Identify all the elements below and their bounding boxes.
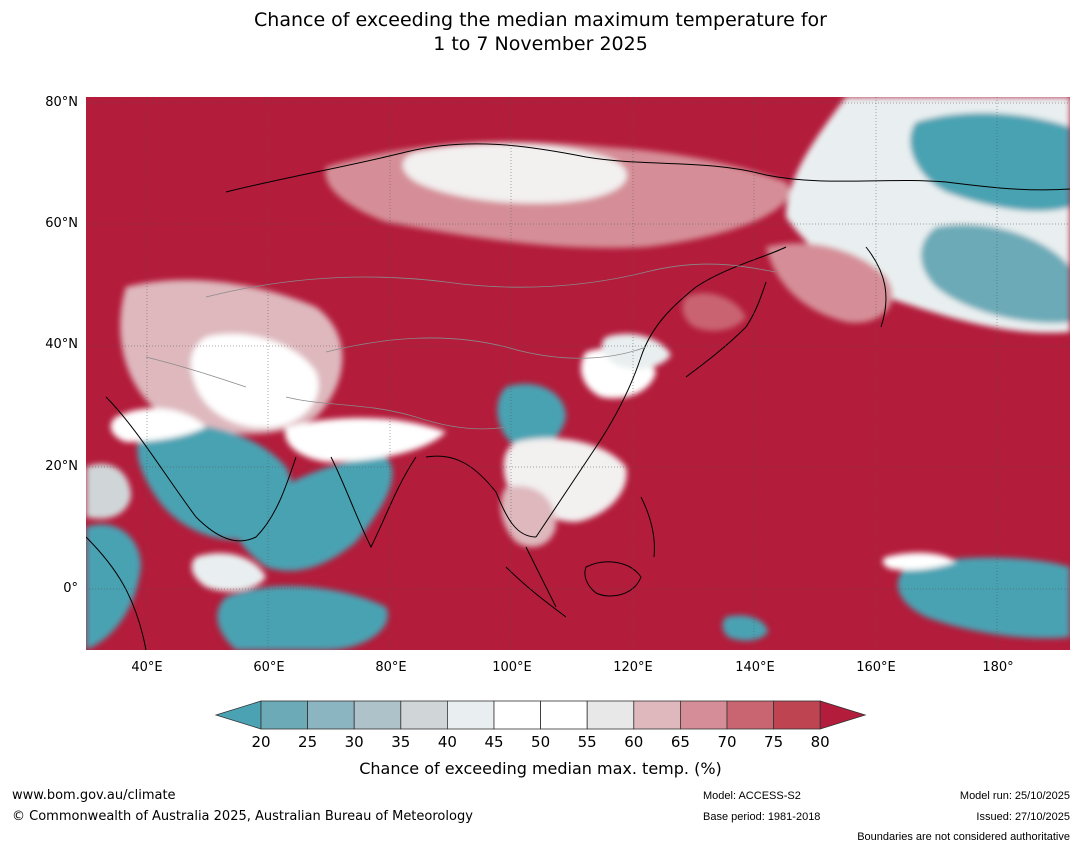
- country-borders: [145, 263, 777, 430]
- colorbar-label: Chance of exceeding median max. temp. (%…: [359, 759, 722, 778]
- footer-model: Model: ACCESS-S2: [703, 790, 801, 802]
- pacific-white-edge: [882, 552, 956, 571]
- footer-base-period: Base period: 1981-2018: [703, 811, 821, 823]
- lat-label-60n: 60°N: [45, 216, 78, 231]
- korea-white: [601, 333, 671, 370]
- bay-of-bengal-coast: [425, 455, 537, 538]
- colorbar-extend-low: [214, 700, 262, 730]
- colorbar-cell: [493, 700, 541, 730]
- new-guinea-teal: [722, 615, 768, 641]
- ne-russia-teal-1: [910, 112, 1070, 212]
- north-india-white: [285, 417, 446, 462]
- colorbar-cell: [540, 700, 588, 730]
- middle-east-border: [145, 356, 247, 388]
- kamchatka-coast: [865, 246, 887, 328]
- siberia-white-band: [402, 142, 627, 204]
- s-indian-ocean-teal: [217, 586, 388, 650]
- sumatra-coast: [505, 566, 567, 618]
- india-coast: [330, 456, 417, 549]
- cb-tick-45: 45: [484, 733, 504, 751]
- lon-label-120e: 120°E: [613, 660, 653, 675]
- cb-tick-25: 25: [298, 733, 318, 751]
- probability-regions: [86, 97, 1070, 650]
- s-indian-ocean-white: [191, 553, 266, 592]
- colorbar-cell: [307, 700, 355, 730]
- lon-label-40e: 40°E: [131, 660, 163, 675]
- china-border: [325, 337, 647, 359]
- cb-tick-70: 70: [717, 733, 737, 751]
- cb-tick-40: 40: [437, 733, 457, 751]
- lon-label-60e: 60°E: [253, 660, 285, 675]
- arabian-coast: [105, 396, 297, 542]
- cb-tick-35: 35: [391, 733, 411, 751]
- ne-russia-teal-2: [921, 224, 1070, 323]
- lat-label-40n: 40°N: [45, 337, 78, 352]
- title-line-1: Chance of exceeding the median maximum t…: [254, 9, 827, 31]
- colorbar-cell: [446, 700, 495, 730]
- africa-coast: [86, 536, 147, 650]
- philippines-coast: [640, 496, 655, 558]
- arabia-white-edge: [110, 408, 206, 442]
- russia-coast-pink: [766, 243, 893, 323]
- malay-coast: [525, 546, 557, 608]
- colorbar-cell: [633, 700, 681, 730]
- coastlines: [86, 143, 1070, 650]
- japan-pink: [682, 293, 746, 331]
- cb-tick-55: 55: [577, 733, 597, 751]
- colorbar-cell: [353, 700, 402, 730]
- lat-label-20n: 20°N: [45, 459, 78, 474]
- cb-tick-65: 65: [670, 733, 690, 751]
- map-title: Chance of exceeding the median maximum t…: [0, 8, 1081, 56]
- russia-mongolia-border: [205, 263, 777, 298]
- indian-ocean-teal: [235, 457, 393, 571]
- borneo-coast: [584, 561, 642, 597]
- colorbar-extend-high: [819, 700, 867, 730]
- cb-tick-60: 60: [624, 733, 644, 751]
- east-asia-coast: [535, 246, 787, 538]
- footer-model-run: Model run: 25/10/2025: [959, 790, 1070, 802]
- colorbar-cell: [680, 700, 728, 730]
- colorbar-cell: [773, 700, 821, 730]
- lon-label-160e: 160°E: [856, 660, 896, 675]
- lon-label-140e: 140°E: [735, 660, 775, 675]
- japan-coast: [685, 281, 767, 378]
- east-africa-teal: [86, 524, 141, 650]
- india-border: [285, 396, 507, 430]
- cb-tick-80: 80: [810, 733, 830, 751]
- cb-tick-75: 75: [764, 733, 784, 751]
- horn-africa-white: [86, 463, 131, 519]
- footer-website: www.bom.gov.au/climate: [12, 788, 176, 803]
- probability-map: [86, 97, 1070, 650]
- lon-label-80e: 80°E: [375, 660, 407, 675]
- indochina-white: [500, 486, 556, 547]
- cb-tick-30: 30: [344, 733, 364, 751]
- cb-tick-50: 50: [531, 733, 551, 751]
- colorbar-cell: [400, 700, 448, 730]
- colorbar-cell: [586, 700, 635, 730]
- footer-copyright: © Commonwealth of Australia 2025, Austra…: [12, 809, 473, 824]
- lon-label-180: 180°: [982, 660, 1014, 675]
- iran-white: [190, 333, 319, 428]
- title-line-2: 1 to 7 November 2025: [433, 33, 648, 55]
- colorbar-cells: [214, 700, 867, 730]
- pacific-teal: [897, 557, 1070, 639]
- colorbar-cell: [726, 700, 774, 730]
- colorbar-cell: [260, 700, 308, 730]
- footer-issued: Issued: 27/10/2025: [976, 811, 1070, 823]
- arctic-coast: [225, 143, 1070, 193]
- footer-disclaimer: Boundaries are not considered authoritat…: [857, 831, 1070, 843]
- graticule: [86, 97, 1070, 650]
- lat-label-80n: 80°N: [45, 95, 78, 110]
- cb-tick-20: 20: [251, 733, 271, 751]
- map-canvas: [86, 97, 1070, 650]
- lon-label-100e: 100°E: [492, 660, 532, 675]
- lat-label-0: 0°: [63, 581, 78, 596]
- tibet-teal: [497, 383, 566, 451]
